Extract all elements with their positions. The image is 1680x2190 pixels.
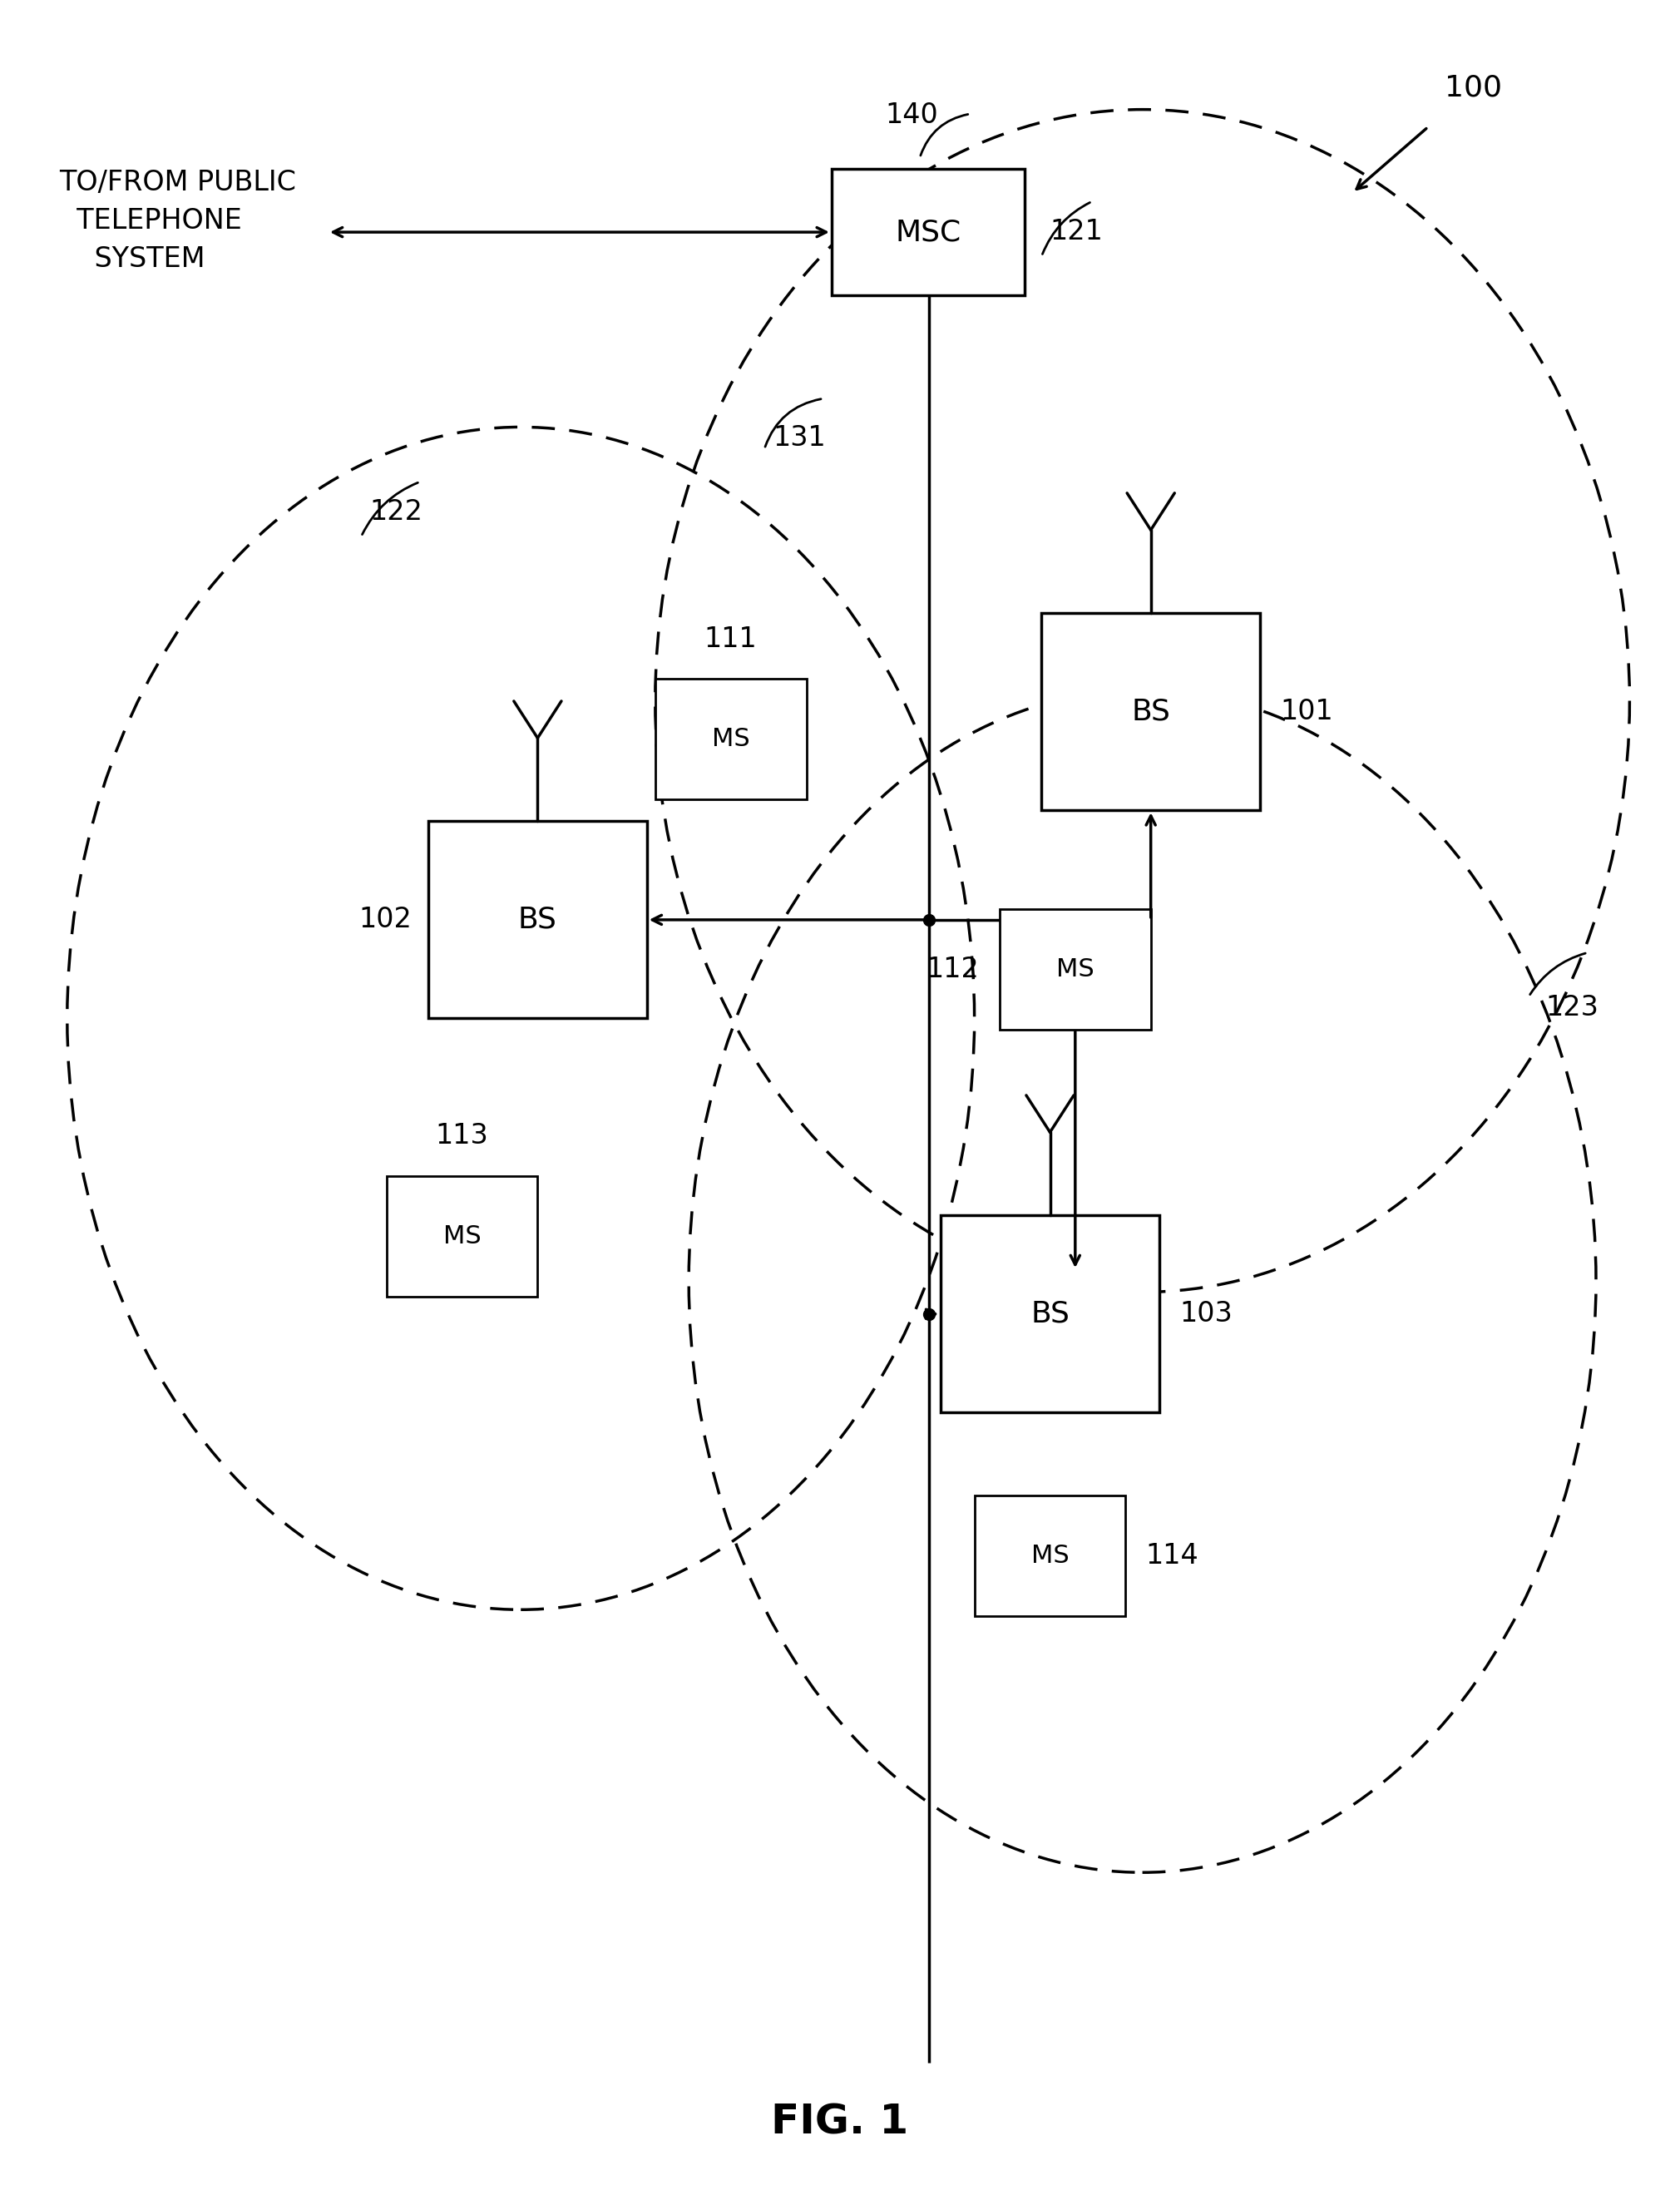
Text: 100: 100 bbox=[1445, 74, 1502, 101]
Text: 123: 123 bbox=[1546, 994, 1599, 1021]
Text: 140: 140 bbox=[885, 101, 937, 129]
Text: BS: BS bbox=[1131, 699, 1171, 725]
Text: 131: 131 bbox=[773, 425, 827, 451]
Text: BS: BS bbox=[1030, 1301, 1070, 1327]
Bar bbox=[1000, 909, 1151, 1029]
Bar bbox=[832, 169, 1025, 296]
Text: 113: 113 bbox=[435, 1121, 489, 1150]
Bar bbox=[974, 1496, 1126, 1616]
Bar bbox=[941, 1215, 1159, 1413]
Bar bbox=[428, 821, 647, 1018]
Text: MS: MS bbox=[444, 1224, 480, 1248]
Text: 102: 102 bbox=[358, 907, 412, 933]
Text: 112: 112 bbox=[926, 955, 979, 983]
Text: 122: 122 bbox=[370, 497, 423, 526]
Bar bbox=[1042, 613, 1260, 810]
Text: BS: BS bbox=[517, 907, 558, 933]
Text: MS: MS bbox=[712, 727, 749, 751]
Text: MS: MS bbox=[1057, 957, 1094, 981]
Text: FIG. 1: FIG. 1 bbox=[771, 2102, 909, 2142]
Text: 114: 114 bbox=[1146, 1542, 1200, 1570]
Text: 103: 103 bbox=[1179, 1301, 1233, 1327]
Text: 121: 121 bbox=[1050, 217, 1104, 245]
Text: MSC: MSC bbox=[895, 219, 961, 245]
Text: MS: MS bbox=[1032, 1544, 1068, 1568]
Text: TO/FROM PUBLIC
  TELEPHONE
    SYSTEM: TO/FROM PUBLIC TELEPHONE SYSTEM bbox=[59, 169, 296, 274]
Text: 101: 101 bbox=[1280, 699, 1334, 725]
Bar bbox=[386, 1176, 538, 1296]
Bar bbox=[655, 679, 806, 799]
Text: 111: 111 bbox=[704, 624, 758, 653]
